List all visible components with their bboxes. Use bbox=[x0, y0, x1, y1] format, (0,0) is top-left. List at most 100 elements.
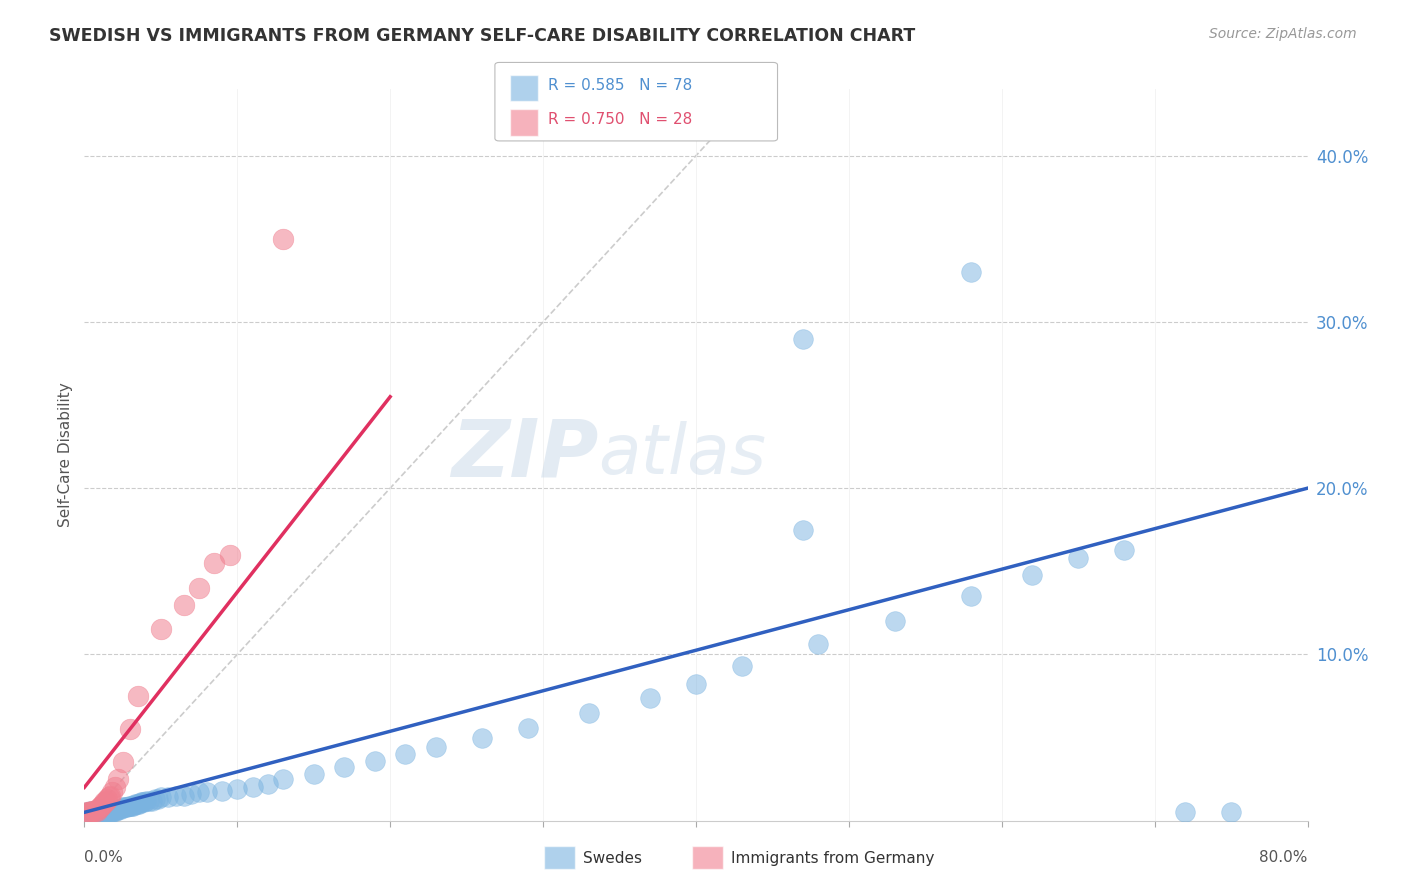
Point bbox=[110, 802, 132, 816]
Point bbox=[104, 780, 127, 795]
Point bbox=[97, 790, 120, 805]
Point bbox=[90, 798, 112, 813]
Point bbox=[87, 805, 110, 820]
Point bbox=[135, 794, 157, 808]
Point bbox=[108, 802, 131, 816]
Point bbox=[173, 789, 195, 803]
Point bbox=[91, 797, 114, 811]
Point bbox=[188, 581, 211, 595]
Point bbox=[120, 798, 142, 813]
Point bbox=[94, 804, 117, 818]
Point bbox=[89, 802, 111, 816]
Point bbox=[111, 756, 134, 770]
Point bbox=[638, 690, 661, 705]
Point bbox=[226, 782, 249, 797]
Point bbox=[87, 802, 110, 816]
Text: 0.0%: 0.0% bbox=[84, 850, 124, 865]
Point bbox=[86, 804, 108, 818]
Point bbox=[105, 804, 128, 818]
Point bbox=[1220, 805, 1243, 820]
Point bbox=[107, 802, 129, 816]
Point bbox=[271, 772, 294, 786]
Point bbox=[114, 800, 136, 814]
Text: R = 0.750   N = 28: R = 0.750 N = 28 bbox=[548, 112, 693, 128]
Point bbox=[76, 805, 98, 820]
Point bbox=[90, 805, 112, 820]
Point bbox=[143, 792, 166, 806]
Point bbox=[80, 804, 103, 818]
Point bbox=[125, 797, 148, 811]
Point bbox=[122, 798, 145, 813]
Point bbox=[77, 805, 100, 820]
Point bbox=[128, 797, 150, 811]
Point bbox=[76, 805, 98, 820]
Point bbox=[685, 677, 707, 691]
Point bbox=[960, 589, 983, 603]
Point bbox=[115, 800, 138, 814]
Point bbox=[807, 637, 830, 651]
Point bbox=[202, 556, 225, 570]
Point bbox=[364, 754, 387, 768]
Point bbox=[101, 805, 124, 820]
Point bbox=[124, 797, 146, 811]
Point bbox=[111, 800, 134, 814]
Point bbox=[79, 805, 101, 820]
Text: ZIP: ZIP bbox=[451, 416, 598, 494]
Text: SWEDISH VS IMMIGRANTS FROM GERMANY SELF-CARE DISABILITY CORRELATION CHART: SWEDISH VS IMMIGRANTS FROM GERMANY SELF-… bbox=[49, 27, 915, 45]
Point bbox=[516, 721, 538, 735]
Text: Immigrants from Germany: Immigrants from Germany bbox=[731, 851, 935, 865]
Point bbox=[138, 794, 160, 808]
Point bbox=[96, 792, 118, 806]
Point bbox=[165, 789, 187, 803]
Point bbox=[157, 790, 180, 805]
Text: 80.0%: 80.0% bbox=[1260, 850, 1308, 865]
Point bbox=[180, 787, 202, 801]
Point bbox=[120, 723, 142, 737]
Point bbox=[86, 805, 108, 820]
Point bbox=[131, 796, 153, 810]
Point bbox=[578, 706, 600, 720]
Point bbox=[471, 731, 494, 745]
Point bbox=[77, 805, 100, 820]
Point bbox=[103, 804, 125, 818]
Point bbox=[792, 332, 814, 346]
Point bbox=[101, 785, 124, 799]
Point bbox=[96, 805, 118, 820]
Point bbox=[84, 804, 107, 818]
Point bbox=[83, 805, 105, 820]
Point bbox=[188, 785, 211, 799]
Point bbox=[149, 623, 172, 637]
Point bbox=[83, 804, 105, 818]
Text: atlas: atlas bbox=[598, 421, 766, 489]
Point bbox=[79, 804, 101, 818]
Point bbox=[89, 800, 111, 814]
Point bbox=[302, 767, 325, 781]
Point bbox=[271, 232, 294, 246]
Point bbox=[112, 800, 135, 814]
Point bbox=[121, 798, 143, 813]
Point bbox=[333, 760, 356, 774]
Point bbox=[98, 789, 121, 803]
Point bbox=[425, 740, 447, 755]
Y-axis label: Self-Care Disability: Self-Care Disability bbox=[58, 383, 73, 527]
Point bbox=[84, 804, 107, 818]
Point bbox=[127, 797, 149, 811]
Point bbox=[91, 804, 114, 818]
Point bbox=[98, 805, 121, 820]
Point bbox=[792, 523, 814, 537]
Point bbox=[132, 796, 155, 810]
Point bbox=[394, 747, 416, 761]
Point bbox=[257, 777, 280, 791]
Point bbox=[107, 772, 129, 786]
Text: R = 0.585   N = 78: R = 0.585 N = 78 bbox=[548, 78, 693, 93]
Point bbox=[89, 805, 111, 820]
Point bbox=[118, 798, 141, 813]
Point bbox=[731, 659, 754, 673]
Point bbox=[1174, 805, 1197, 820]
Point bbox=[93, 805, 115, 820]
Point bbox=[97, 804, 120, 818]
Point bbox=[242, 780, 264, 795]
Point bbox=[1021, 567, 1043, 582]
Point bbox=[173, 598, 195, 612]
Point bbox=[80, 805, 103, 820]
